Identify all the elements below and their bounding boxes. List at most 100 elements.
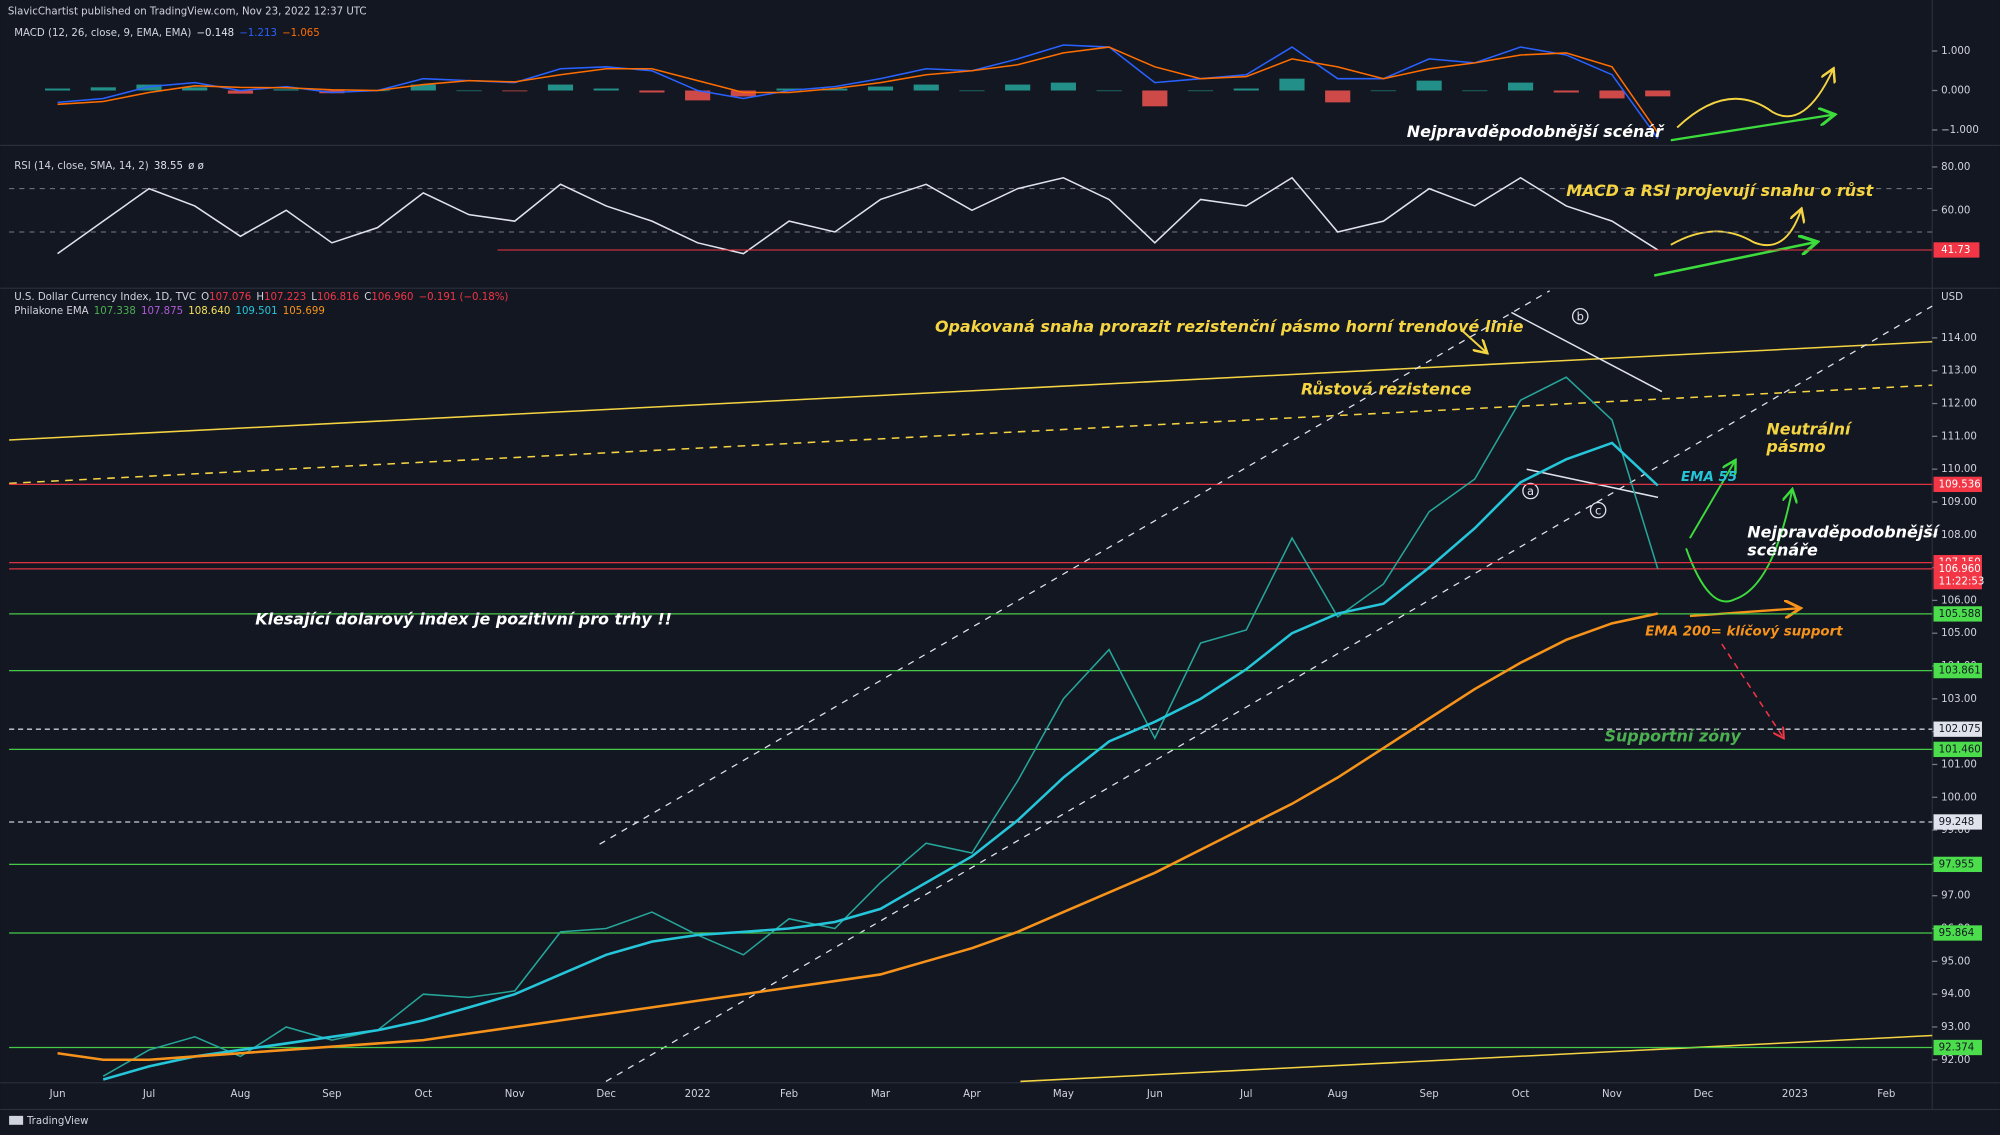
ohlc-key: C xyxy=(364,292,371,303)
x-tick-label: Feb xyxy=(780,1089,798,1100)
annotation: Nejpravděpodobnější xyxy=(1747,523,1940,542)
level-box xyxy=(1933,856,1982,873)
annotation: EMA 200= klíčový support xyxy=(1645,623,1843,639)
y-tick-label: 110.00 xyxy=(1941,464,1977,475)
y-tick-label: 93.00 xyxy=(1941,1022,1970,1033)
histogram-bar xyxy=(1187,90,1214,92)
annotation: Neutrální xyxy=(1766,419,1853,438)
indicator-value: 107.338 xyxy=(94,306,136,317)
legend: U.S. Dollar Currency Index, 1D, TVC O107.… xyxy=(14,292,508,303)
level-box xyxy=(1933,721,1982,737)
x-tick-label: Oct xyxy=(1512,1089,1530,1100)
histogram-bar xyxy=(547,84,574,91)
histogram-bar xyxy=(959,90,985,92)
level-label: 102.075 xyxy=(1939,724,1981,735)
indicator-value: 109.501 xyxy=(235,306,277,317)
annotation: Supportní zóny xyxy=(1604,727,1741,746)
level-label: 97.955 xyxy=(1939,859,1975,870)
x-tick-label: Jul xyxy=(1239,1089,1252,1100)
x-tick-label: Aug xyxy=(1328,1089,1348,1100)
x-tick-label: Sep xyxy=(322,1089,341,1100)
histogram-bar xyxy=(502,90,528,92)
histogram-bar xyxy=(1142,90,1168,107)
y-tick-label: 112.00 xyxy=(1941,399,1977,410)
y-tick-label: 105.00 xyxy=(1941,628,1977,639)
change: −0.191 (−0.18%) xyxy=(419,292,509,303)
series-line xyxy=(57,176,1659,255)
annotation: MACD a RSI projevují snahu o růst xyxy=(1566,181,1874,200)
annotation: pásmo xyxy=(1765,437,1825,456)
point-label: c xyxy=(1595,503,1601,517)
x-tick-label: Dec xyxy=(596,1089,616,1100)
level-box xyxy=(1933,476,1982,493)
level-box xyxy=(1933,925,1982,941)
histogram-bar xyxy=(1325,90,1351,103)
ohlc-value: 107.076 xyxy=(209,292,251,303)
histogram-bar xyxy=(1050,82,1076,91)
annotation: Opakovaná snaha prorazit rezistenční pás… xyxy=(935,317,1524,336)
histogram-bar xyxy=(410,84,436,91)
legend-title: MACD (12, 26, close, 9, EMA, EMA) xyxy=(14,28,191,39)
series-line xyxy=(57,44,1659,139)
x-tick-label: Nov xyxy=(1602,1089,1622,1100)
histogram-bar xyxy=(1462,90,1488,92)
ohlc-value: 107.223 xyxy=(264,292,306,303)
histogram-bar xyxy=(456,90,482,92)
y-tick-label: 113.00 xyxy=(1941,366,1977,377)
histogram-bar xyxy=(593,88,619,91)
x-tick-label: Jun xyxy=(49,1089,66,1100)
histogram-bar xyxy=(1370,90,1396,92)
x-tick-label: Jun xyxy=(1146,1089,1163,1100)
histogram-bar xyxy=(1416,80,1442,91)
y-tick-label: 109.00 xyxy=(1941,497,1977,508)
histogram-bar xyxy=(1279,78,1305,91)
histogram-bar xyxy=(1005,84,1031,91)
level-label: 105.588 xyxy=(1939,609,1981,620)
ohlc-key: H xyxy=(256,292,264,303)
level-label: 99.248 xyxy=(1939,817,1975,828)
point-label: a xyxy=(1527,484,1534,498)
histogram-bar xyxy=(867,86,894,91)
histogram-bar xyxy=(913,84,939,91)
y-tick-label: 0.000 xyxy=(1941,86,1970,97)
histogram-bar xyxy=(182,87,208,91)
level-label: 109.536 xyxy=(1939,479,1981,490)
y-tick-label: 92.00 xyxy=(1941,1055,1970,1066)
legend: MACD (12, 26, close, 9, EMA, EMA) −0.148−… xyxy=(14,28,320,39)
series-line xyxy=(57,46,1659,134)
annotation: scénáře xyxy=(1747,540,1818,559)
legend-value: 38.55 xyxy=(154,161,183,172)
last-value-label: 41.73 xyxy=(1941,245,1970,256)
y-tick-label: 80.00 xyxy=(1941,162,1970,173)
histogram-bar xyxy=(90,87,116,91)
legend-value: −0.148 xyxy=(196,28,234,39)
pane-borders xyxy=(0,0,2000,1111)
level-label: 101.460 xyxy=(1939,744,1981,755)
level-label: 95.864 xyxy=(1939,928,1975,939)
x-tick-label: Oct xyxy=(415,1089,433,1100)
histogram-bar xyxy=(776,88,802,91)
footer: TradingView xyxy=(26,1116,89,1127)
x-tick-label: 2023 xyxy=(1782,1089,1808,1100)
x-tick-label: Jul xyxy=(142,1089,155,1100)
x-tick-label: Apr xyxy=(963,1089,981,1100)
series-line xyxy=(57,612,1659,1062)
histogram-bar xyxy=(1645,90,1671,97)
y-tick-label: 114.00 xyxy=(1941,333,1977,344)
annotation: Klesající dolarový index je pozitivní pr… xyxy=(255,609,672,628)
indicator-name: Philakone EMA xyxy=(14,306,88,317)
histogram-bar xyxy=(227,90,254,94)
ohlc-key: O xyxy=(201,292,209,303)
level-box xyxy=(1933,606,1982,622)
indicator-value: 108.640 xyxy=(188,306,230,317)
legend-value: −1.213 xyxy=(239,28,277,39)
histogram-bar xyxy=(1553,90,1579,93)
countdown: 11:22:53 xyxy=(1939,577,1985,588)
level-box xyxy=(1933,741,1982,758)
histogram-bar xyxy=(1599,90,1625,99)
drawings xyxy=(9,70,1933,1083)
histogram-bar xyxy=(685,90,711,101)
y-tick-label: 108.00 xyxy=(1941,530,1977,541)
